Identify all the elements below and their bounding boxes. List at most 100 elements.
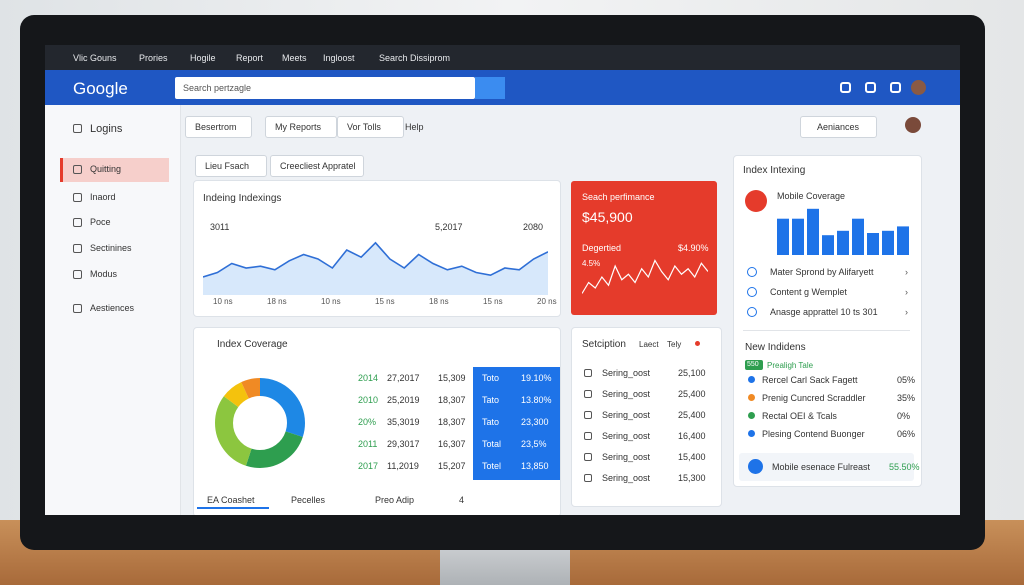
bottom-tab[interactable]: EA Coashet	[207, 495, 255, 505]
table-cell: Tato	[482, 395, 500, 405]
bar	[807, 208, 819, 255]
line	[582, 259, 708, 294]
table-cell: 29,3017	[387, 439, 420, 449]
tab[interactable]: Search Dissiprom	[379, 53, 451, 63]
sidebar-icon	[73, 218, 82, 227]
alert-icon	[745, 190, 767, 212]
table-cell: 2014	[358, 373, 379, 383]
card	[733, 155, 922, 487]
link[interactable]: Content g Wemplet	[770, 287, 847, 297]
row-label[interactable]: Rercel Carl Sack Fagett	[762, 375, 858, 385]
bottom-tab[interactable]: 4	[459, 495, 465, 505]
table-cell: Toto	[482, 373, 500, 383]
x-label: 18 ns	[429, 297, 449, 306]
area	[203, 242, 548, 295]
badge-label: Prealigh Tale	[767, 361, 814, 370]
row-value: 0%	[897, 411, 911, 421]
tab[interactable]: Vlic Gouns	[73, 53, 117, 63]
card-title: Index Intexing	[743, 165, 806, 176]
x-label: 20 ns	[537, 297, 557, 306]
bar	[777, 218, 789, 255]
row-value: 25,100	[678, 368, 706, 378]
sidebar-item[interactable]: Sectinines	[90, 243, 132, 253]
sidebar-item[interactable]: Modus	[90, 269, 118, 279]
chevron: ›	[905, 267, 908, 277]
row-label[interactable]: Plesing Contend Buonger	[762, 429, 865, 439]
chart-label: 3011	[210, 222, 230, 232]
toolbar-button[interactable]	[337, 116, 404, 138]
toolbar-label[interactable]: Besertrom	[195, 122, 237, 132]
sidebar-item[interactable]: Quitting	[90, 164, 122, 174]
x-label: 10 ns	[321, 297, 341, 306]
link-icon	[747, 287, 757, 297]
sidebar-item[interactable]: Inaord	[90, 192, 116, 202]
header-icon[interactable]	[865, 82, 876, 93]
sidebar-icon	[73, 304, 82, 313]
avatar[interactable]	[911, 80, 926, 95]
donut-slice	[215, 378, 305, 468]
sidebar-icon	[73, 193, 82, 202]
breadcrumb[interactable]: Lieu Fsach	[205, 161, 250, 171]
bar	[867, 233, 879, 255]
row-value: 16,400	[678, 431, 706, 441]
table-cell: 19.10%	[521, 373, 552, 383]
bottom-tab[interactable]: Pecelles	[291, 495, 326, 505]
link[interactable]: Mater Sprond by Alifaryett	[770, 267, 874, 277]
table-cell: 15,207	[438, 461, 466, 471]
breadcrumb-chip[interactable]	[195, 155, 267, 177]
tab[interactable]: Prories	[139, 53, 168, 63]
row-label[interactable]: Rectal OEI & Tcals	[762, 411, 837, 421]
sidebar-item[interactable]: Poce	[90, 217, 111, 227]
sidebar-item[interactable]: Logins	[90, 123, 123, 135]
bar	[792, 218, 804, 255]
sidebar-active	[60, 158, 169, 182]
search-placeholder[interactable]: Search pertzagle	[183, 83, 252, 93]
toolbar-label[interactable]: Help	[405, 122, 424, 132]
link[interactable]: Anasge apprattel 10 ts 301	[770, 307, 878, 317]
breadcrumb[interactable]: Creecliest Appratel	[280, 161, 356, 171]
logo[interactable]: Google	[73, 79, 128, 98]
table-cell: 11,2019	[387, 461, 419, 471]
donut-slice	[215, 378, 305, 468]
header-icon[interactable]	[890, 82, 901, 93]
row-value: 15,400	[678, 452, 706, 462]
row-label: Sering_oost	[602, 473, 651, 483]
table-cell: 13,850	[521, 461, 549, 471]
bottom-tab[interactable]: Preo Adip	[375, 495, 415, 505]
table-cell: 25,2019	[387, 395, 420, 405]
table-cell: 20%	[358, 417, 377, 427]
toolbar-right-label[interactable]: Aeniances	[817, 122, 860, 132]
tab[interactable]: Meets	[282, 53, 307, 63]
breadcrumb-chip[interactable]	[270, 155, 364, 177]
toolbar-label[interactable]: My Reports	[275, 122, 322, 132]
metric-change: $4.90%	[678, 243, 709, 253]
filter[interactable]: Laect	[639, 340, 659, 349]
table-cell: 23,5%	[521, 439, 547, 449]
x-label: 10 ns	[213, 297, 233, 306]
tab[interactable]: Report	[236, 53, 264, 63]
toolbar-right-button[interactable]	[800, 116, 877, 138]
link-icon	[747, 267, 757, 277]
search-box[interactable]	[175, 77, 475, 99]
toolbar-button[interactable]	[185, 116, 252, 138]
sidebar-item[interactable]: Aestiences	[90, 303, 135, 313]
highlight-column	[473, 367, 560, 480]
toolbar-label[interactable]: Vor Tolls	[347, 122, 381, 132]
metric-label: Degertied	[582, 243, 622, 253]
card-title: Indeing Indexings	[203, 193, 282, 204]
search-button[interactable]	[475, 77, 505, 99]
bar	[852, 218, 864, 255]
table-cell: 15,309	[438, 373, 466, 383]
tab[interactable]: Ingloost	[323, 53, 355, 63]
row-dot	[748, 376, 755, 383]
filter[interactable]: Tely	[667, 340, 682, 349]
header-icon[interactable]	[840, 82, 851, 93]
row-icon	[584, 411, 592, 419]
tab[interactable]: Hogile	[190, 53, 216, 63]
row-label[interactable]: Prenig Cuncred Scraddler	[762, 393, 866, 403]
table-cell: Total	[482, 439, 502, 449]
row-icon	[584, 390, 592, 398]
toolbar-button[interactable]	[265, 116, 337, 138]
table-cell: 13.80%	[521, 395, 552, 405]
